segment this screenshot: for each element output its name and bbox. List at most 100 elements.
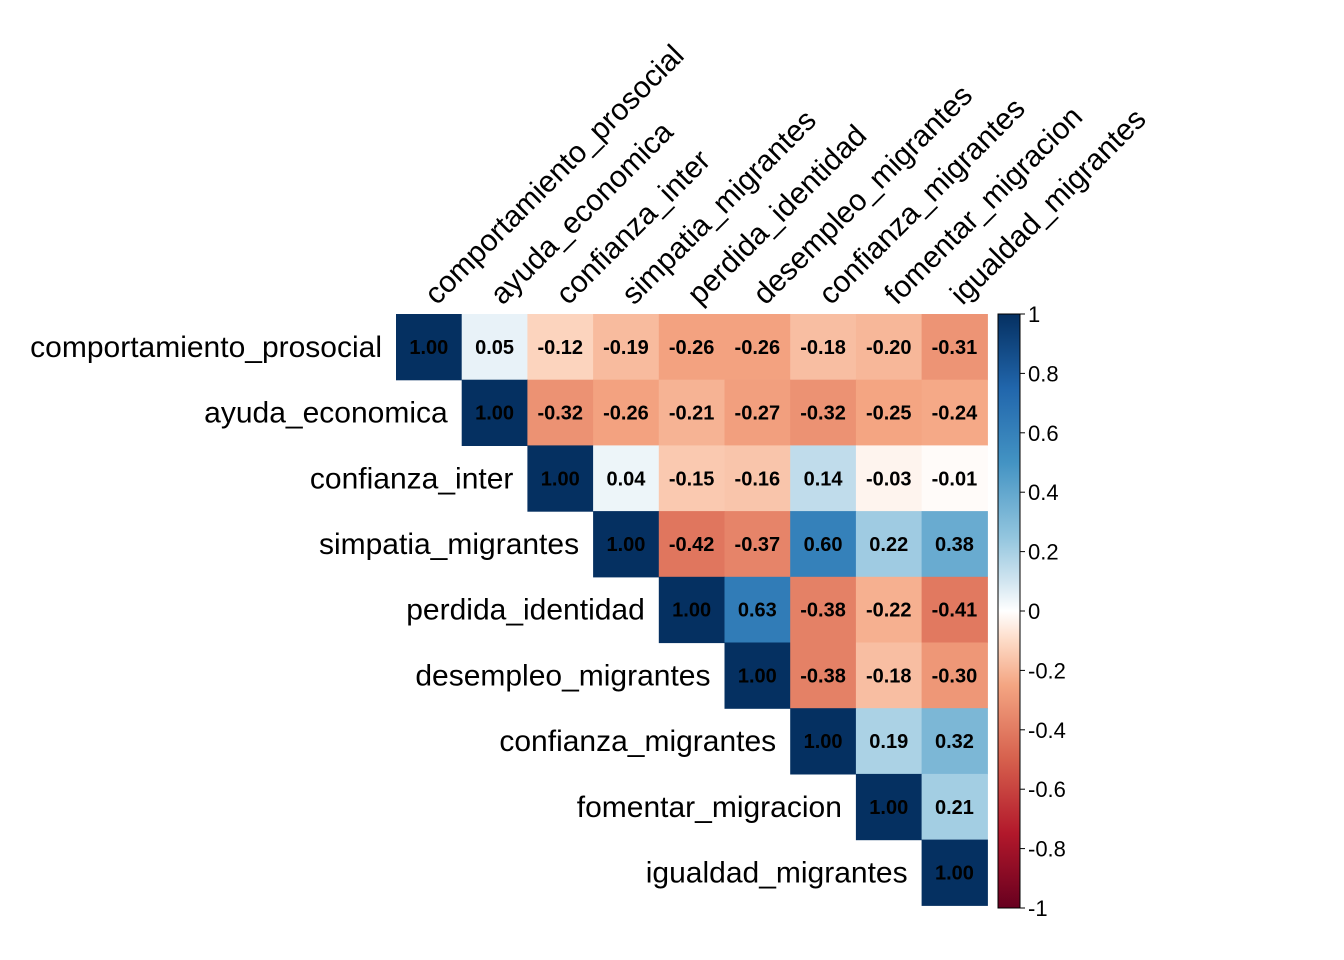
cell-value-label: 1.00 [606, 534, 645, 556]
heatmap-cell [855, 708, 923, 775]
cell-value-label: 1.00 [409, 337, 448, 359]
colorbar-legend: 1 0.8 0.6 0.4 0.2 0 -0.2 -0.4 -0.6 -0.8 -1 [997, 302, 1066, 921]
cell-value-label: 1.00 [738, 665, 777, 687]
heatmap-cell [855, 379, 923, 446]
cell-value-label: 1.00 [672, 600, 711, 622]
cell-value-label: 1.00 [935, 862, 974, 884]
heatmap-cell [921, 773, 988, 841]
cell-value-label: -0.24 [932, 403, 978, 425]
cell-value-label: -0.26 [669, 337, 715, 359]
cell-value-label: -0.32 [537, 403, 583, 425]
cell-value-label: 0.19 [869, 731, 908, 753]
heatmap-cell [790, 445, 857, 512]
heatmap-cell [921, 511, 988, 578]
cell-value-label: -0.27 [735, 403, 781, 425]
heatmap-cell [724, 511, 791, 578]
heatmap-cell [790, 642, 857, 709]
row-label: ayuda_economica [204, 397, 448, 430]
heatmap-cell [527, 379, 594, 446]
cell-value-label: -0.26 [735, 337, 781, 359]
cell-value-label: 1.00 [541, 468, 580, 490]
cell-value-label: -0.16 [735, 468, 781, 490]
heatmap-cell [658, 576, 726, 644]
heatmap-cell [921, 642, 988, 709]
row-label: perdida_identidad [406, 594, 645, 627]
cell-value-label: -0.26 [603, 403, 649, 425]
heatmap-cell [527, 314, 594, 381]
heatmap-cell [593, 314, 660, 381]
cell-value-label: 0.14 [804, 468, 844, 490]
heatmap-cell [790, 314, 857, 381]
cell-value-label: -0.12 [537, 337, 583, 359]
heatmap-cell [461, 314, 528, 381]
colorbar-tick-label: 0.2 [1028, 540, 1059, 565]
heatmap-cell [921, 839, 988, 906]
colorbar-tick-label: 1 [1028, 302, 1040, 327]
heatmap-cell [921, 708, 988, 775]
cell-value-label: -0.37 [735, 534, 781, 556]
row-label: comportamiento_prosocial [30, 331, 382, 364]
heatmap-cell [855, 314, 923, 381]
cell-value-label: 0.22 [869, 534, 908, 556]
heatmap-cell [724, 642, 791, 709]
heatmap-cell [724, 445, 791, 512]
colorbar-tick-label: -0.6 [1028, 777, 1066, 802]
cell-value-label: -0.38 [800, 600, 846, 622]
heatmap-cell [658, 314, 726, 381]
cell-value-label: 0.04 [606, 468, 646, 490]
heatmap-cell [724, 314, 791, 381]
row-label: desempleo_migrantes [415, 659, 710, 692]
row-label: igualdad_migrantes [646, 856, 908, 889]
row-label: simpatia_migrantes [319, 528, 579, 561]
colorbar-tick-label: 0.6 [1028, 421, 1059, 446]
heatmap-cell [396, 314, 463, 381]
heatmap-cell [790, 708, 857, 775]
heatmap-cell [724, 576, 791, 644]
colorbar [997, 313, 1021, 909]
cell-value-label: -0.38 [800, 665, 846, 687]
heatmap-cell [790, 379, 857, 446]
cell-value-label: -0.03 [866, 468, 912, 490]
heatmap-cell [855, 773, 923, 841]
cell-value-label: -0.01 [932, 468, 978, 490]
cell-value-label: 0.38 [935, 534, 974, 556]
heatmap-cell [855, 445, 923, 512]
cell-value-label: -0.19 [603, 337, 649, 359]
cell-value-label: -0.22 [866, 600, 912, 622]
heatmap-cell [921, 576, 988, 644]
cell-value-label: 1.00 [475, 403, 514, 425]
colorbar-tick-label: 0.4 [1028, 480, 1059, 505]
heatmap-cell [790, 576, 857, 644]
cell-value-label: 0.60 [804, 534, 843, 556]
heatmap-cell [921, 379, 988, 446]
cell-value-label: -0.32 [800, 403, 846, 425]
colorbar-tick-label: -1 [1028, 896, 1048, 921]
heatmap-cells: 1.00 0.05 -0.12 -0.19 -0.26 -0.26 -0.18 -0.20 -0… [396, 314, 988, 906]
heatmap-cell [658, 445, 726, 512]
heatmap-cell [658, 379, 726, 446]
heatmap-cell [593, 379, 660, 446]
cell-value-label: 0.05 [475, 337, 514, 359]
heatmap-cell [790, 511, 857, 578]
heatmap-cell [724, 379, 791, 446]
heatmap-cell [855, 642, 923, 709]
cell-value-label: 1.00 [869, 797, 908, 819]
heatmap-cell [855, 511, 923, 578]
colorbar-tick-label: 0.8 [1028, 361, 1059, 386]
heatmap-cell [658, 511, 726, 578]
heatmap-cell [921, 314, 988, 381]
column-labels: comportamiento_prosocialayuda_economicac… [418, 39, 1152, 311]
colorbar-tick-label: 0 [1028, 599, 1040, 624]
cell-value-label: -0.21 [669, 403, 715, 425]
heatmap-cell [921, 445, 988, 512]
cell-value-label: -0.20 [866, 337, 912, 359]
cell-value-label: 1.00 [804, 731, 843, 753]
row-labels: comportamiento_prosocial ayuda_economicac… [30, 331, 907, 890]
heatmap-cell [593, 511, 660, 578]
cell-value-label: -0.30 [932, 665, 978, 687]
cell-value-label: 0.21 [935, 797, 974, 819]
heatmap-cell [527, 445, 594, 512]
cell-value-label: -0.18 [866, 665, 912, 687]
cell-value-label: -0.18 [800, 337, 846, 359]
